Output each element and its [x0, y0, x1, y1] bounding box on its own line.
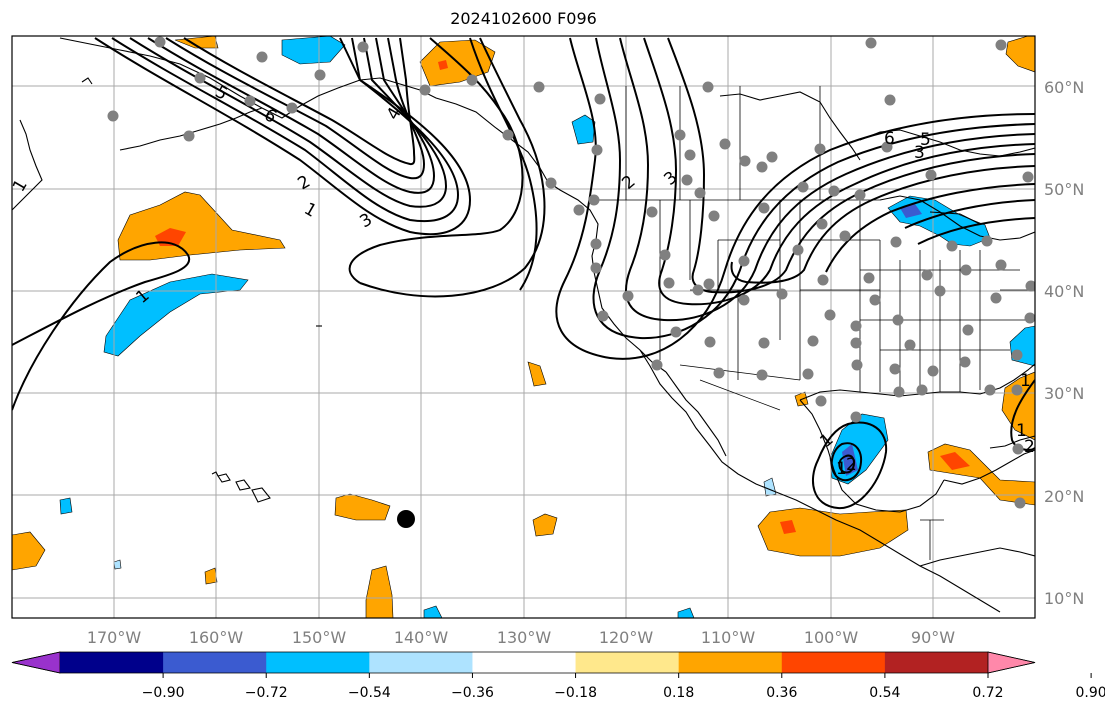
contour-label: 1: [301, 199, 320, 222]
colorbar-segment: [369, 652, 473, 673]
colorbar-tick-label: −0.18: [554, 685, 597, 701]
lat-label: 60°N: [1044, 78, 1084, 97]
colorbar-tick-label: 0.72: [972, 685, 1003, 701]
contour-label: 2: [618, 172, 639, 194]
contour-label: 5: [920, 130, 931, 150]
colorbar-outline: [11, 651, 1036, 674]
contour-label: 1: [1020, 371, 1031, 391]
latitude-labels: 60°N 50°N 40°N 30°N 20°N 10°N: [1044, 78, 1084, 608]
lon-label: 140°W: [394, 628, 449, 647]
contour-label: 3: [357, 210, 376, 233]
contour-label: 1: [1016, 421, 1027, 441]
contour-label: 3: [660, 168, 681, 190]
lon-label: 160°W: [189, 628, 244, 647]
lon-label: 100°W: [804, 628, 859, 647]
plot-title: 2024102600 F096: [450, 9, 597, 28]
positive-anomaly-fills: [12, 36, 1035, 618]
map-frame: [11, 35, 1036, 619]
lat-label: 10°N: [1044, 589, 1084, 608]
lon-label: 150°W: [292, 628, 347, 647]
contour-label: 5: [212, 82, 231, 105]
colorbar-tick-label: 0.18: [663, 685, 694, 701]
colorbar-segment: [884, 652, 989, 673]
colorbar-segment: [575, 652, 680, 673]
colorbar-tick-label: −0.90: [142, 685, 185, 701]
lon-label: 170°W: [87, 628, 142, 647]
colorbar-segment: [781, 652, 886, 673]
contour-label: 3: [914, 143, 925, 163]
colorbar-tick-label: −0.54: [348, 685, 391, 701]
contour-label: 2: [846, 455, 857, 475]
colorbar-tick-label: −0.72: [245, 685, 288, 701]
colorbar-extend-low: [11, 651, 61, 674]
colorbar-tick-label: 0.90: [1076, 685, 1105, 701]
political-borders: [596, 86, 1035, 560]
contour-lines: [12, 37, 1035, 510]
lat-label: 50°N: [1044, 180, 1084, 199]
coastlines: [12, 37, 1035, 613]
colorbar-segment: [266, 652, 370, 673]
colorbar: −0.90 −0.72 −0.54 −0.36 −0.18 0.18 0.36 0.54 0.7…: [11, 651, 1105, 701]
contour-label: 6: [884, 129, 895, 149]
storm-position-marker: [397, 510, 415, 528]
lon-label: 110°W: [701, 628, 756, 647]
colorbar-segment: [472, 652, 577, 673]
lon-label: 120°W: [599, 628, 654, 647]
colorbar-tick-label: 0.36: [766, 685, 797, 701]
contour-label: 1: [836, 459, 847, 479]
colorbar-segment: [678, 652, 783, 673]
colorbar-segment: [163, 652, 267, 673]
lat-label: 20°N: [1044, 487, 1084, 506]
colorbar-extend-high: [987, 651, 1036, 674]
contour-label: 2: [295, 172, 314, 195]
colorbar-segment: [60, 652, 164, 673]
lat-label: 30°N: [1044, 384, 1084, 403]
lat-label: 40°N: [1044, 282, 1084, 301]
longitude-labels: 170°W 160°W 150°W 140°W 130°W 120°W 110°…: [87, 628, 955, 647]
contour-label: 2: [1024, 437, 1035, 457]
station-dots: [107, 36, 1035, 509]
lon-label: 90°W: [911, 628, 955, 647]
lon-label: 130°W: [497, 628, 552, 647]
colorbar-tick-label: 0.54: [869, 685, 900, 701]
colorbar-tick-label: −0.36: [451, 685, 494, 701]
